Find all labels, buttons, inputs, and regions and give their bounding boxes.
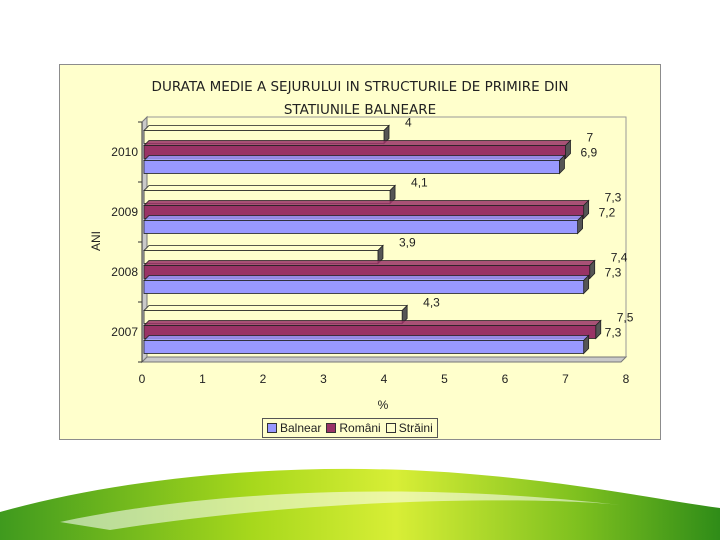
y-tick-label-2009: 2009 [111, 205, 138, 219]
decorative-swoosh [0, 468, 720, 540]
bar-top-straini-2008 [143, 245, 384, 251]
data-label-romani-2007: 7,5 [617, 311, 634, 325]
x-tick-label-5: 5 [441, 372, 448, 386]
plot-floor [140, 356, 628, 363]
data-label-straini-2008: 3,9 [399, 236, 416, 250]
x-axis-label: % [378, 398, 389, 412]
chart-title: DURATA MEDIE A SEJURULUI IN STRUCTURILE … [151, 79, 569, 118]
data-label-romani-2010: 7 [587, 131, 594, 145]
x-tick-label-0: 0 [139, 372, 146, 386]
legend-item-romani: Români [326, 421, 381, 435]
x-tick-label-3: 3 [320, 372, 327, 386]
bar-balnear-2009 [143, 220, 579, 234]
legend-item-straini: Străini [385, 421, 433, 435]
y-tick-label-2007: 2007 [111, 325, 138, 339]
y-axis-label: ANI [89, 231, 103, 251]
x-tick-label-4: 4 [381, 372, 388, 386]
bar-top-balnear-2010 [143, 155, 566, 161]
legend-swatch-straini [385, 423, 396, 433]
data-label-balnear-2009: 7,2 [599, 206, 616, 220]
data-label-balnear-2008: 7,3 [605, 266, 622, 280]
x-tick-label-2: 2 [260, 372, 267, 386]
legend-item-balnear: Balnear [267, 421, 321, 435]
bar-balnear-2007 [143, 340, 585, 354]
legend-label-balnear: Balnear [280, 421, 322, 435]
legend-label-straini: Străini [398, 421, 433, 435]
x-tick-label-6: 6 [502, 372, 509, 386]
data-label-romani-2008: 7,4 [611, 251, 628, 265]
bar-top-balnear-2008 [143, 275, 590, 281]
bar-balnear-2008 [143, 280, 585, 294]
bar-top-romani-2009 [143, 200, 590, 206]
bar-balnear-2010 [143, 160, 560, 174]
bar-top-romani-2010 [143, 140, 572, 146]
data-label-straini-2009: 4,1 [411, 176, 428, 190]
bar-top-balnear-2009 [143, 215, 584, 221]
x-tick-label-8: 8 [623, 372, 630, 386]
data-label-straini-2010: 4 [405, 116, 412, 130]
bar-top-romani-2007 [143, 320, 602, 326]
bar-top-straini-2010 [143, 125, 390, 131]
decorative-swoosh-light [60, 491, 620, 530]
x-tick-label-7: 7 [562, 372, 569, 386]
legend-swatch-romani [326, 423, 337, 433]
data-label-straini-2007: 4,3 [423, 296, 440, 310]
x-tick-label-1: 1 [199, 372, 206, 386]
bar-top-romani-2008 [143, 260, 596, 266]
y-tick-label-2010: 2010 [111, 145, 138, 159]
chart-legend: Balnear Români Străini [262, 418, 438, 438]
data-label-balnear-2010: 6,9 [580, 146, 597, 160]
data-label-balnear-2007: 7,3 [605, 326, 622, 340]
legend-swatch-balnear [267, 423, 277, 433]
y-tick-label-2008: 2008 [111, 265, 138, 279]
bar-top-straini-2007 [143, 305, 409, 311]
data-label-romani-2009: 7,3 [605, 191, 622, 205]
legend-label-romani: Români [339, 421, 381, 435]
bar-top-balnear-2007 [143, 335, 590, 341]
bar-top-straini-2009 [143, 185, 397, 191]
